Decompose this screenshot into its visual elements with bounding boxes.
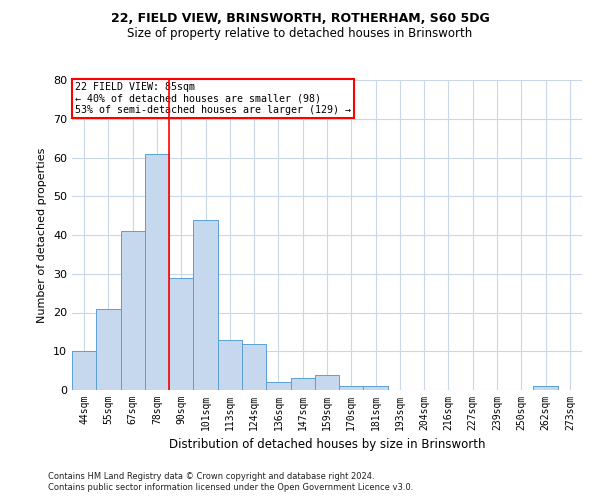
Bar <box>145 154 169 390</box>
Bar <box>218 340 242 390</box>
Bar <box>193 220 218 390</box>
Text: Size of property relative to detached houses in Brinsworth: Size of property relative to detached ho… <box>127 28 473 40</box>
Bar <box>266 382 290 390</box>
X-axis label: Distribution of detached houses by size in Brinsworth: Distribution of detached houses by size … <box>169 438 485 452</box>
Text: Contains public sector information licensed under the Open Government Licence v3: Contains public sector information licen… <box>48 483 413 492</box>
Text: Contains HM Land Registry data © Crown copyright and database right 2024.: Contains HM Land Registry data © Crown c… <box>48 472 374 481</box>
Bar <box>72 351 96 390</box>
Bar <box>364 386 388 390</box>
Bar <box>169 278 193 390</box>
Text: 22 FIELD VIEW: 85sqm
← 40% of detached houses are smaller (98)
53% of semi-detac: 22 FIELD VIEW: 85sqm ← 40% of detached h… <box>74 82 350 115</box>
Y-axis label: Number of detached properties: Number of detached properties <box>37 148 47 322</box>
Bar <box>290 378 315 390</box>
Bar <box>242 344 266 390</box>
Bar <box>315 374 339 390</box>
Bar <box>96 308 121 390</box>
Bar <box>121 231 145 390</box>
Bar <box>533 386 558 390</box>
Text: 22, FIELD VIEW, BRINSWORTH, ROTHERHAM, S60 5DG: 22, FIELD VIEW, BRINSWORTH, ROTHERHAM, S… <box>110 12 490 26</box>
Bar <box>339 386 364 390</box>
